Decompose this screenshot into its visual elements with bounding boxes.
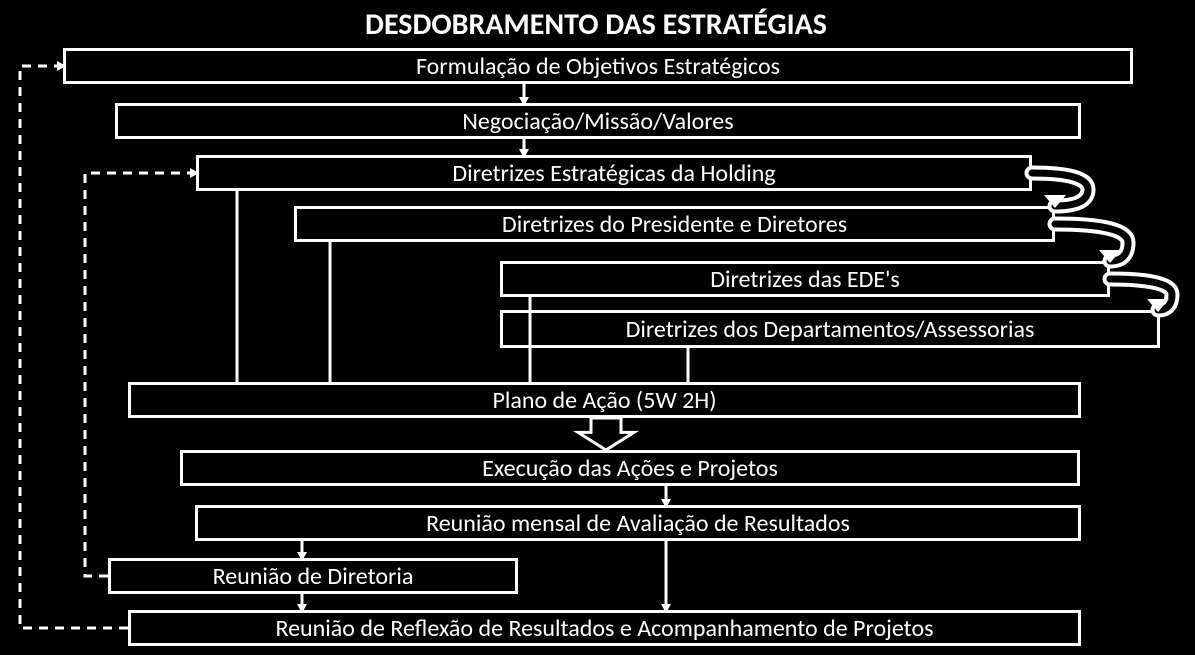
- node-n11: Reunião de Reflexão de Resultados e Acom…: [128, 610, 1081, 646]
- diagram-title: DESDOBRAMENTO DAS ESTRATÉGIAS: [276, 6, 916, 43]
- node-n1: Formulação de Objetivos Estratégicos: [63, 48, 1133, 84]
- node-n9: Reunião mensal de Avaliação de Resultado…: [195, 505, 1081, 541]
- node-n6: Diretrizes dos Departamentos/Assessorias: [500, 310, 1160, 348]
- node-n10: Reunião de Diretoria: [108, 558, 518, 594]
- node-n7: Plano de Ação (5W 2H): [128, 382, 1081, 418]
- node-n8: Execução das Ações e Projetos: [180, 450, 1080, 486]
- node-n2: Negociação/Missão/Valores: [115, 103, 1081, 139]
- node-n4: Diretrizes do Presidente e Diretores: [294, 206, 1055, 242]
- node-n3: Diretrizes Estratégicas da Holding: [196, 155, 1032, 191]
- node-n5: Diretrizes das EDE's: [500, 261, 1110, 297]
